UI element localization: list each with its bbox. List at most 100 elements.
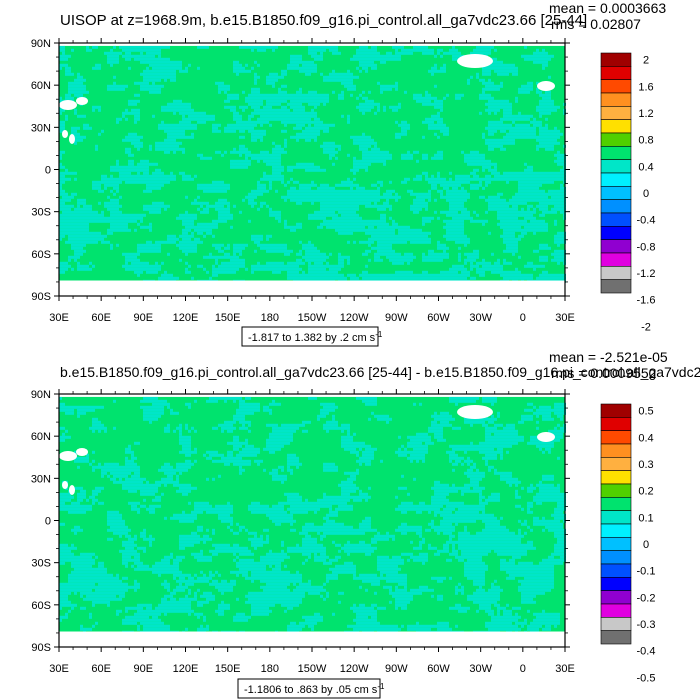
lon-tick-label: 150E bbox=[215, 663, 241, 675]
colorbar-swatch bbox=[600, 266, 632, 280]
colorbar-swatch bbox=[600, 470, 632, 485]
lat-tick-label: 0 bbox=[45, 165, 51, 177]
colorbar-swatch bbox=[600, 523, 632, 538]
lon-tick-label: 180 bbox=[261, 663, 279, 675]
lat-tick-label: 0 bbox=[45, 516, 51, 528]
colorbar-swatch bbox=[600, 617, 632, 631]
colorbar-swatch bbox=[600, 119, 632, 134]
lon-tick-label: 120W bbox=[340, 312, 369, 324]
map-area bbox=[59, 43, 566, 296]
lon-tick-label: 0 bbox=[520, 312, 526, 324]
map-area bbox=[59, 394, 566, 647]
mean-text: mean = 0.0003663 bbox=[549, 0, 666, 16]
colorbar-swatch bbox=[600, 239, 632, 254]
colorbar-label: 1.2 bbox=[638, 108, 653, 120]
colorbar-label: -0.8 bbox=[637, 241, 656, 253]
range-label-box: -1.1806 to .863 by .05 cm s-1 bbox=[237, 678, 385, 699]
lat-tick-label: 60N bbox=[31, 80, 51, 92]
colorbar-swatch bbox=[600, 497, 632, 511]
colorbar-swatch bbox=[600, 212, 632, 227]
colorbar-swatch bbox=[600, 590, 632, 605]
colorbar-label: 1.6 bbox=[638, 81, 653, 93]
map-axes: 90N 60N 30N 0 30S 60S 90S 30E 60E 90E 120E 150E 180 1… bbox=[31, 389, 575, 675]
colorbar-swatch bbox=[600, 132, 632, 147]
lon-tick-label: 150W bbox=[298, 312, 327, 324]
colorbar: 0.5 0.4 0.3 0.2 0.1 0 -0.1 -0.2 -0.3 -0.4 -0.5 bbox=[600, 403, 656, 684]
colorbar-swatch bbox=[600, 92, 632, 107]
lon-tick-label: 0 bbox=[520, 663, 526, 675]
colorbar-swatch bbox=[600, 457, 632, 471]
colorbar-label: 0 bbox=[643, 188, 649, 200]
colorbar-label: 0.4 bbox=[638, 432, 653, 444]
colorbar-swatch bbox=[600, 603, 632, 618]
colorbar-label: 0.3 bbox=[638, 459, 653, 471]
colorbar-swatch bbox=[600, 252, 632, 267]
colorbar-label: -0.5 bbox=[637, 672, 656, 684]
colorbar-swatch bbox=[600, 66, 632, 80]
colorbar-label: -1.2 bbox=[637, 268, 656, 280]
colorbar-swatch bbox=[600, 483, 632, 498]
panel-bottom: b.e15.B1850.f09_g16.pi_control.all_ga7vd… bbox=[31, 349, 700, 699]
lat-tick-label: 60S bbox=[31, 249, 51, 261]
missing-data bbox=[59, 394, 565, 647]
range-label-box: -1.817 to 1.382 by .2 cm s-1 bbox=[241, 326, 383, 347]
lat-tick-label: 90S bbox=[31, 642, 51, 654]
lon-tick-label: 30E bbox=[555, 663, 575, 675]
lon-tick-label: 150E bbox=[215, 312, 241, 324]
lon-tick-label: 120E bbox=[173, 312, 199, 324]
lon-tick-label: 60E bbox=[91, 663, 111, 675]
lon-tick-label: 90E bbox=[134, 312, 154, 324]
lon-tick-label: 30E bbox=[49, 312, 69, 324]
colorbar-label: 2 bbox=[643, 55, 649, 67]
colorbar-label: -0.2 bbox=[637, 592, 656, 604]
lon-tick-label: 120E bbox=[173, 663, 199, 675]
lat-tick-label: 90S bbox=[31, 291, 51, 303]
colorbar-swatch bbox=[600, 159, 632, 174]
colorbar-swatch bbox=[600, 417, 632, 431]
map-axes: 90N 60N 30N 0 30S 60S 90S 30E 60E 90E 120E 150E 180 1… bbox=[31, 38, 575, 324]
lat-tick-label: 60S bbox=[31, 600, 51, 612]
lon-tick-label: 150W bbox=[298, 663, 327, 675]
colorbar-swatch bbox=[600, 403, 632, 418]
colorbar-swatch bbox=[600, 226, 632, 240]
colorbar-swatch bbox=[600, 537, 632, 551]
colorbar-label: -0.1 bbox=[637, 566, 656, 578]
lon-tick-label: 30W bbox=[469, 663, 492, 675]
colorbar-swatch bbox=[600, 550, 632, 565]
mean-text: mean = -2.521e-05 bbox=[549, 349, 668, 365]
colorbar-swatch bbox=[600, 172, 632, 187]
lat-tick-label: 30N bbox=[31, 122, 51, 134]
missing-data bbox=[59, 43, 565, 296]
lat-tick-label: 90N bbox=[31, 389, 51, 401]
colorbar-swatch bbox=[600, 510, 632, 525]
lat-tick-label: 60N bbox=[31, 431, 51, 443]
colorbar-swatch bbox=[600, 577, 632, 591]
colorbar-swatch bbox=[600, 146, 632, 160]
range-unit-exponent: -1 bbox=[375, 330, 383, 339]
lon-tick-label: 30E bbox=[49, 663, 69, 675]
colorbar-label: 0.5 bbox=[638, 406, 653, 418]
colorbar-swatch bbox=[600, 563, 632, 578]
lon-tick-label: 90E bbox=[134, 663, 154, 675]
colorbar-label: -1.6 bbox=[637, 295, 656, 307]
colorbar-swatch bbox=[600, 430, 632, 445]
range-label: -1.817 to 1.382 by .2 cm s bbox=[248, 332, 376, 344]
colorbar-label: -0.4 bbox=[637, 215, 656, 227]
lat-tick-label: 30S bbox=[31, 207, 51, 219]
map-title: UISOP at z=1968.9m, b.e15.B1850.f09_g16.… bbox=[60, 12, 587, 29]
colorbar: 2 1.6 1.2 0.8 0.4 0 -0.4 -0.8 -1.2 -1.6 -2 bbox=[600, 52, 656, 333]
map-title: b.e15.B1850.f09_g16.pi_control.all_ga7vd… bbox=[60, 364, 700, 380]
colorbar-label: -0.4 bbox=[637, 646, 656, 658]
colorbar-label: 0.2 bbox=[638, 486, 653, 498]
lon-tick-label: 30W bbox=[469, 312, 492, 324]
lat-tick-label: 30N bbox=[31, 473, 51, 485]
lon-tick-label: 90W bbox=[385, 663, 408, 675]
colorbar-swatch bbox=[600, 52, 632, 67]
colorbar-label: 0.1 bbox=[638, 512, 653, 524]
colorbar-label: -0.3 bbox=[637, 619, 656, 631]
colorbar-swatch bbox=[600, 106, 632, 120]
panel-top: UISOP at z=1968.9m, b.e15.B1850.f09_g16.… bbox=[31, 0, 666, 347]
colorbar-label: 0.8 bbox=[638, 135, 653, 147]
lat-tick-label: 90N bbox=[31, 38, 51, 50]
